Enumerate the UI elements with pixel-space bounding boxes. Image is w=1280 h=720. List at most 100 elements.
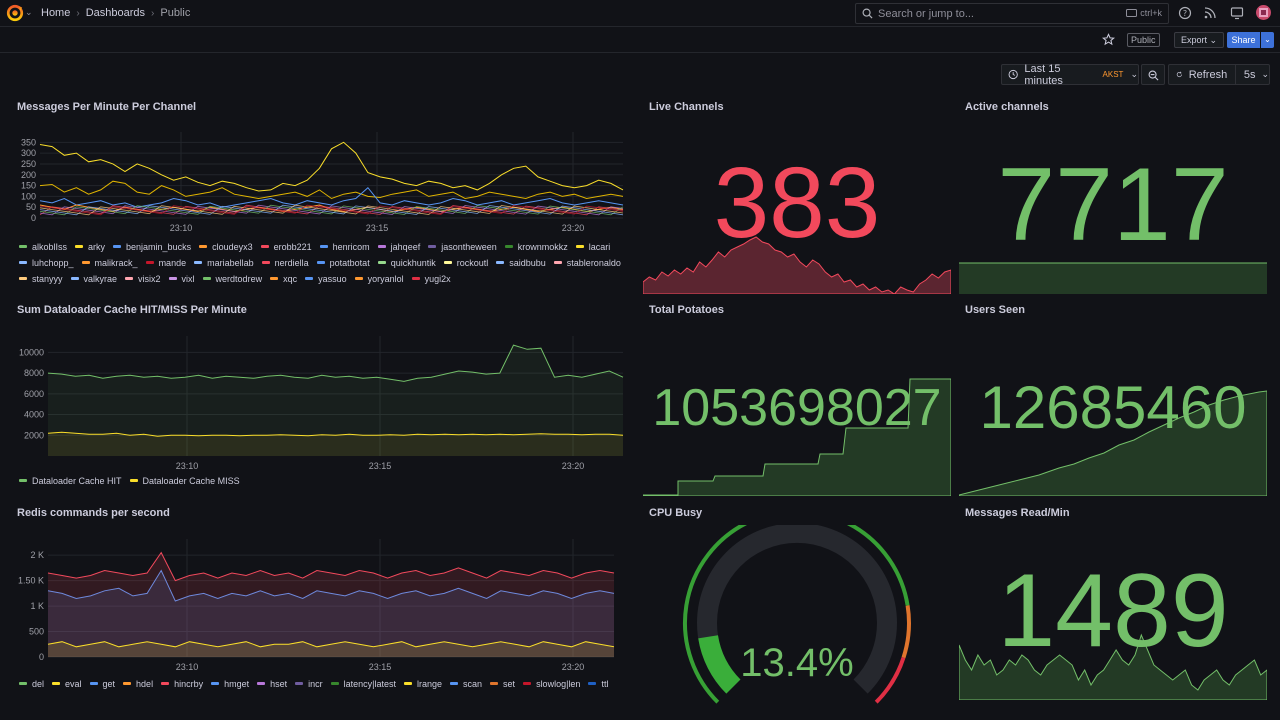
- monitor-icon[interactable]: [1230, 6, 1244, 20]
- time-range-picker[interactable]: Last 15 minutes AKST ⌄: [1001, 63, 1139, 87]
- legend-item[interactable]: scan: [450, 677, 482, 690]
- legend-item[interactable]: nerdiella: [261, 256, 309, 269]
- series-line-lacari[interactable]: [39, 180, 624, 200]
- zoom-out-button[interactable]: [1141, 64, 1165, 85]
- legend-item[interactable]: arky: [75, 240, 105, 253]
- series-line[interactable]: [39, 204, 624, 216]
- legend-item[interactable]: slowlog|len: [523, 677, 580, 690]
- legend-label: yugi2x: [424, 273, 451, 284]
- legend-item[interactable]: set: [490, 677, 515, 690]
- breadcrumb-home[interactable]: Home: [41, 7, 71, 19]
- legend-item[interactable]: mariabellab: [194, 256, 254, 269]
- series-line-xqc[interactable]: [39, 141, 624, 192]
- legend-item[interactable]: stanyyy: [19, 272, 63, 285]
- redis-chart[interactable]: 0 500 1 K 1.50 K 2 K 23:10 23:15 23:20: [0, 525, 640, 675]
- legend-item[interactable]: hincrby: [161, 677, 203, 690]
- legend-item[interactable]: yoryanlol: [354, 272, 404, 285]
- legend-item[interactable]: luhchopp_: [19, 256, 74, 269]
- series-line-dataloader-cache-miss[interactable]: [47, 431, 624, 437]
- legend-item[interactable]: Dataloader Cache HIT: [19, 474, 122, 487]
- series-line-get[interactable]: [47, 569, 615, 602]
- legend-item[interactable]: malikrack_: [81, 256, 138, 269]
- y-tick-label: 350: [21, 137, 36, 147]
- series-line[interactable]: [39, 204, 624, 216]
- star-icon[interactable]: [1102, 33, 1115, 46]
- legend-item[interactable]: hmget: [211, 677, 249, 690]
- panel-title-cpu-busy[interactable]: CPU Busy: [649, 507, 703, 519]
- legend-item[interactable]: ttl: [588, 677, 608, 690]
- legend-item[interactable]: benjamin_bucks: [113, 240, 191, 253]
- user-avatar[interactable]: [1256, 5, 1271, 20]
- legend-item[interactable]: cloudeyx3: [199, 240, 253, 253]
- legend-item[interactable]: Dataloader Cache MISS: [129, 474, 240, 487]
- chevron-down-icon[interactable]: ⌄: [25, 7, 33, 17]
- legend-item[interactable]: alkoblIss: [19, 240, 67, 253]
- legend-item[interactable]: latency|latest: [330, 677, 396, 690]
- series-line-eval[interactable]: [47, 641, 615, 648]
- panel-title-dataloader[interactable]: Sum Dataloader Cache HIT/MISS Per Minute: [17, 304, 247, 316]
- panel-title-redis[interactable]: Redis commands per second: [17, 507, 170, 519]
- share-button[interactable]: Share: [1227, 32, 1260, 48]
- legend-item[interactable]: potatbotat: [316, 256, 370, 269]
- breadcrumb-dashboards[interactable]: Dashboards: [85, 7, 146, 19]
- panel-title-messages[interactable]: Messages Per Minute Per Channel: [17, 101, 197, 113]
- series-area: [48, 345, 623, 456]
- search-bar[interactable]: ctrl+k: [855, 3, 1169, 24]
- legend-item[interactable]: yugi2x: [411, 272, 451, 285]
- refresh-icon[interactable]: [1176, 69, 1183, 80]
- legend-item[interactable]: incr: [295, 677, 323, 690]
- legend-item[interactable]: quickhuntik: [377, 256, 436, 269]
- series-line-dataloader-cache-hit[interactable]: [47, 344, 624, 382]
- grafana-logo-icon[interactable]: [6, 4, 24, 22]
- panel-title-active-channels[interactable]: Active channels: [965, 101, 1049, 113]
- legend-item[interactable]: rockoutl: [443, 256, 488, 269]
- export-button[interactable]: Export ⌄: [1174, 32, 1225, 48]
- legend-item[interactable]: saidbubu: [496, 256, 546, 269]
- refresh-interval[interactable]: 5s: [1243, 68, 1256, 81]
- legend-item[interactable]: xqc: [270, 272, 297, 285]
- legend-item[interactable]: werdtodrew: [202, 272, 262, 285]
- chevron-down-icon[interactable]: ⌄: [1261, 69, 1269, 79]
- legend-item[interactable]: del: [19, 677, 44, 690]
- share-dropdown-chevron-icon[interactable]: ⌄: [1261, 32, 1274, 48]
- legend-swatch: [19, 479, 27, 482]
- legend-item[interactable]: vixl: [168, 272, 195, 285]
- series-line[interactable]: [39, 204, 624, 216]
- panel-title-live-channels[interactable]: Live Channels: [649, 101, 724, 113]
- redis-legend: del eval get hdel hincrby hmget hset incr latenc…: [19, 677, 624, 690]
- messages-legend: alkoblIss arky benjamin_bucks cloudeyx3 erob…: [19, 240, 624, 285]
- legend-item[interactable]: lacari: [575, 240, 610, 253]
- legend-item[interactable]: stableronaldo: [553, 256, 621, 269]
- legend-item[interactable]: mande: [145, 256, 186, 269]
- legend-item[interactable]: visix2: [125, 272, 161, 285]
- legend-item[interactable]: get: [89, 677, 115, 690]
- panel-title-total-potatoes[interactable]: Total Potatoes: [649, 304, 724, 316]
- series-line-set[interactable]: [47, 551, 615, 582]
- legend-item[interactable]: erobb221: [260, 240, 312, 253]
- refresh-picker[interactable]: Refresh 5s ⌄: [1168, 64, 1270, 85]
- series-line-henricom[interactable]: [39, 186, 624, 208]
- legend-item[interactable]: krownmokkz: [504, 240, 568, 253]
- dataloader-chart[interactable]: 2000 4000 6000 8000 10000 23:10 23:15 23:20: [0, 322, 640, 472]
- legend-swatch: [330, 682, 339, 685]
- series-line[interactable]: [39, 204, 624, 216]
- refresh-label[interactable]: Refresh: [1188, 68, 1228, 81]
- search-input[interactable]: [878, 7, 1118, 20]
- rss-news-icon[interactable]: [1203, 6, 1217, 20]
- legend-item[interactable]: hdel: [123, 677, 153, 690]
- panel-title-users-seen[interactable]: Users Seen: [965, 304, 1025, 316]
- legend-item[interactable]: hset: [257, 677, 287, 690]
- legend-item[interactable]: eval: [52, 677, 82, 690]
- legend-item[interactable]: jasontheween: [428, 240, 497, 253]
- series-line[interactable]: [39, 204, 624, 216]
- legend-item[interactable]: valkyrae: [70, 272, 117, 285]
- legend-item[interactable]: yassuo: [305, 272, 347, 285]
- x-tick-label: 23:15: [369, 662, 392, 672]
- help-icon[interactable]: ?: [1178, 6, 1192, 20]
- panel-title-messages-read[interactable]: Messages Read/Min: [965, 507, 1070, 519]
- legend-item[interactable]: lrange: [404, 677, 442, 690]
- legend-item[interactable]: henricom: [319, 240, 370, 253]
- series-line[interactable]: [39, 204, 624, 216]
- legend-item[interactable]: jahqeef: [377, 240, 420, 253]
